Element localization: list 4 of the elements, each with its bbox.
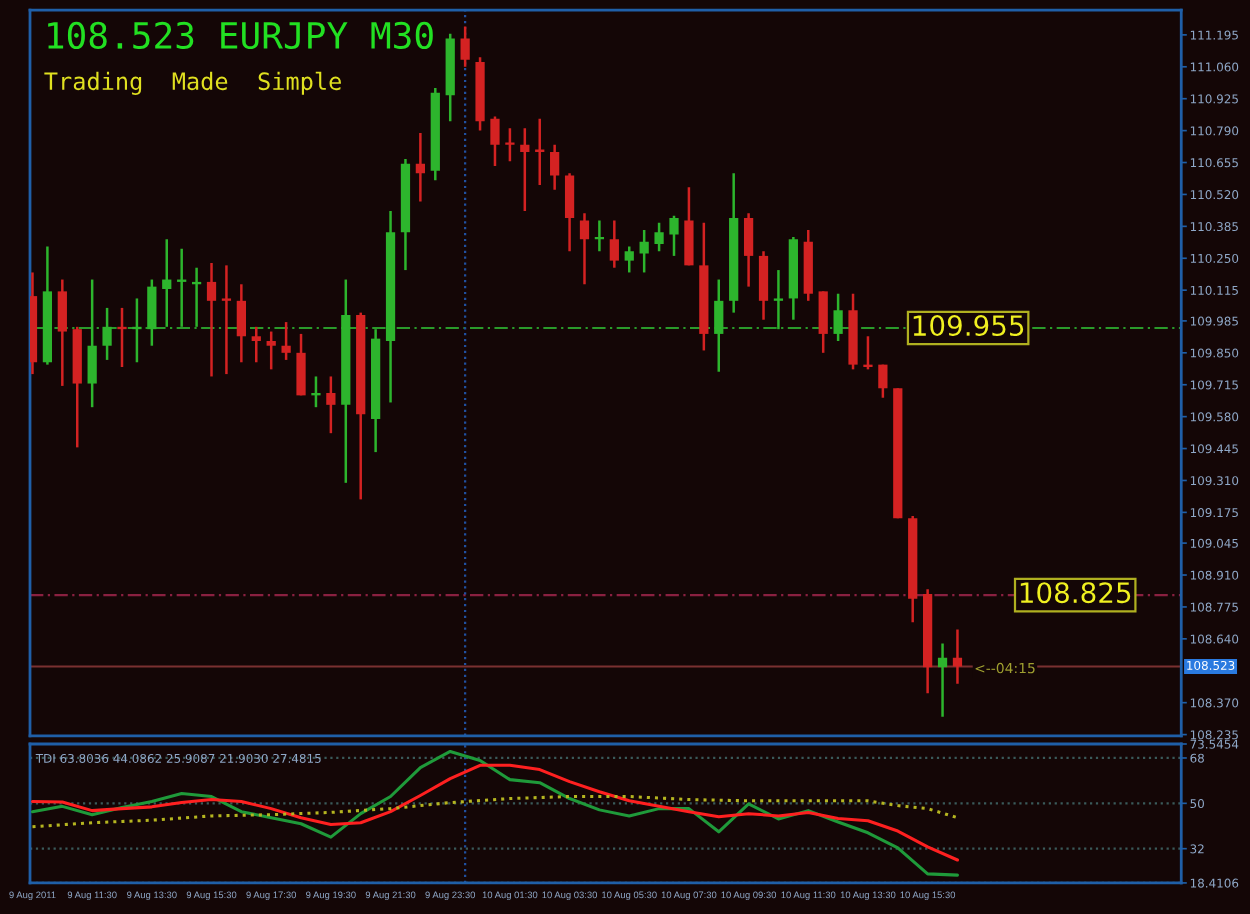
text: Trading Made Simple — [44, 71, 341, 95]
ref-line-label: 109.955 — [913, 315, 1024, 337]
ref-line-label: 108.825 — [1020, 582, 1131, 604]
chart-title: 108.523 EURJPY M30 — [48, 21, 433, 50]
